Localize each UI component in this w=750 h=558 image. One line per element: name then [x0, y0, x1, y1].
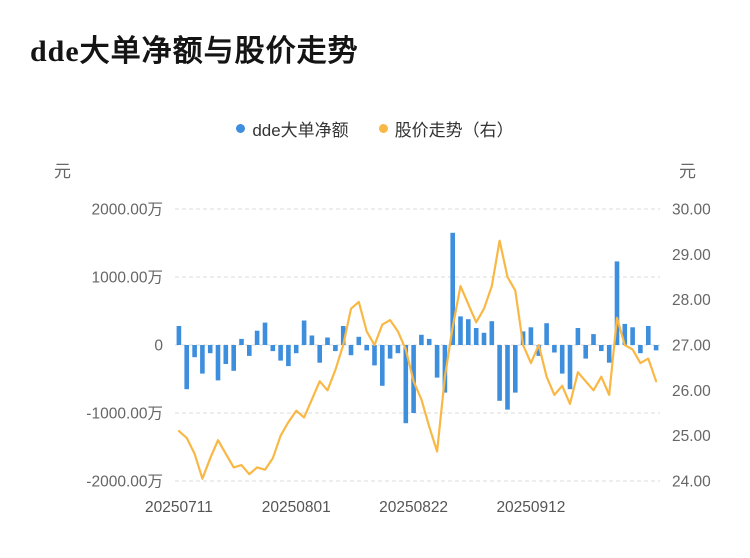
svg-text:20250822: 20250822 [379, 499, 448, 516]
svg-text:26.00: 26.00 [672, 383, 711, 400]
legend-item-price-trend[interactable]: 股价走势（右） [378, 116, 514, 141]
svg-text:29.00: 29.00 [672, 247, 711, 264]
x-axis-tick-labels: 20250711 20250801 20250822 20250912 [145, 499, 565, 516]
right-axis-unit: 元 [679, 162, 696, 181]
svg-text:2000.00万: 2000.00万 [91, 202, 163, 219]
line-series-dot-icon [378, 124, 388, 133]
svg-text:27.00: 27.00 [672, 338, 711, 355]
svg-text:25.00: 25.00 [672, 428, 711, 445]
price-line [177, 239, 658, 480]
left-axis-unit: 元 [54, 162, 71, 181]
left-axis-tick-labels: 2000.00万 1000.00万 0 -1000.00万 -2000.00万 [86, 202, 163, 491]
legend-item-dde-net[interactable]: dde大单净额 [236, 116, 349, 141]
svg-text:0: 0 [154, 338, 163, 355]
svg-text:1000.00万: 1000.00万 [91, 270, 163, 287]
svg-text:20250711: 20250711 [145, 499, 213, 516]
svg-text:30.00: 30.00 [672, 202, 711, 219]
legend-label: 股价走势（右） [394, 121, 514, 140]
bar-series [176, 232, 659, 424]
svg-text:20250801: 20250801 [262, 499, 331, 516]
page-title: dde大单净额与股价走势 [30, 35, 359, 68]
svg-text:-1000.00万: -1000.00万 [86, 406, 163, 423]
svg-text:20250912: 20250912 [496, 499, 565, 516]
svg-text:28.00: 28.00 [672, 292, 711, 309]
bar-series-dot-icon [236, 124, 246, 133]
svg-text:-2000.00万: -2000.00万 [86, 474, 163, 491]
legend-label: dde大单净额 [252, 121, 349, 140]
svg-text:24.00: 24.00 [672, 474, 711, 491]
right-axis-tick-labels: 30.00 29.00 28.00 27.00 26.00 25.00 24.00 [672, 202, 711, 491]
chart-legend: dde大单净额 股价走势（右） [0, 116, 750, 141]
